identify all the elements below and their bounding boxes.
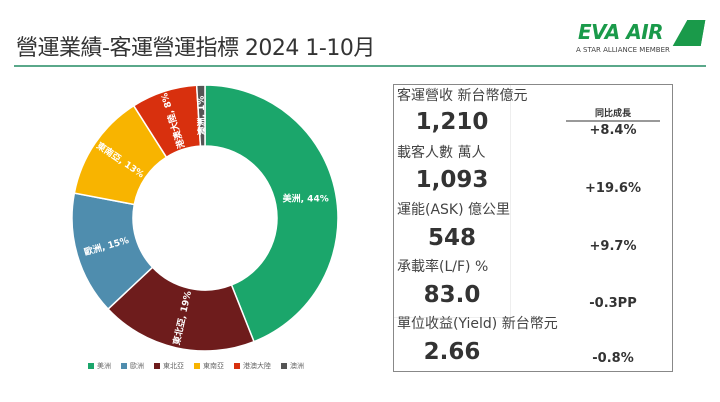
kpi-value: 1,093 bbox=[415, 167, 489, 193]
logo-text: EVA AIR bbox=[578, 20, 664, 44]
legend-swatch bbox=[154, 363, 160, 369]
kpi-label: 運能(ASK) 億公里 bbox=[397, 202, 511, 218]
legend-item: 東北亞 bbox=[154, 361, 184, 371]
legend-item: 港澳大陸 bbox=[234, 361, 271, 371]
yoy-header: 同比成長 bbox=[566, 106, 660, 122]
logo-subtitle: A STAR ALLIANCE MEMBER bbox=[576, 46, 670, 54]
divider bbox=[394, 317, 510, 318]
legend-swatch bbox=[281, 363, 287, 369]
kpi-yoy: +9.7% bbox=[589, 239, 637, 254]
kpi-value: 1,210 bbox=[415, 109, 489, 135]
page-title: 營運業績-客運營運指標 2024 1-10月 bbox=[16, 36, 375, 61]
kpi-value: 548 bbox=[427, 225, 476, 251]
kpi-yoy: +19.6% bbox=[585, 181, 641, 196]
donut-slice-0 bbox=[204, 84, 339, 343]
data-label: 澳洲, 1% bbox=[195, 95, 208, 135]
legend-item: 美洲 bbox=[88, 361, 111, 371]
kpi-panel: 客運營收 新台幣億元 同比成長 1,210 +8.4% 載客人數 萬人 1,09… bbox=[393, 84, 673, 372]
donut-slice-5 bbox=[195, 84, 206, 147]
legend-label: 美洲 bbox=[97, 362, 111, 370]
kpi-label: 載客人數 萬人 bbox=[397, 145, 486, 161]
revenue-label: 客運營收 新台幣億元 bbox=[397, 88, 528, 104]
legend-label: 港澳大陸 bbox=[243, 362, 271, 370]
data-label: 美洲, 44% bbox=[283, 192, 329, 204]
legend-swatch bbox=[194, 363, 200, 369]
legend-label: 歐洲 bbox=[130, 362, 144, 370]
eva-air-logo: EVA AIR A STAR ALLIANCE MEMBER bbox=[570, 12, 710, 62]
kpi-yoy: +8.4% bbox=[589, 123, 637, 138]
legend-swatch bbox=[121, 363, 127, 369]
legend-swatch bbox=[234, 363, 240, 369]
kpi-yoy: -0.3PP bbox=[589, 296, 637, 311]
legend-label: 東南亞 bbox=[203, 362, 224, 370]
chart-legend: 美洲 歐洲 東北亞 東南亞 港澳大陸 澳洲 bbox=[88, 361, 304, 371]
title-divider bbox=[14, 65, 706, 67]
kpi-value: 2.66 bbox=[423, 339, 481, 365]
legend-item: 歐洲 bbox=[121, 361, 144, 371]
kpi-label: 承載率(L/F) % bbox=[397, 259, 489, 275]
kpi-yoy: -0.8% bbox=[592, 351, 634, 366]
legend-item: 澳洲 bbox=[281, 361, 304, 371]
kpi-value: 83.0 bbox=[423, 282, 481, 308]
legend-label: 東北亞 bbox=[163, 362, 184, 370]
legend-item: 東南亞 bbox=[194, 361, 224, 371]
legend-swatch bbox=[88, 363, 94, 369]
divider bbox=[510, 85, 511, 317]
logo-tail-icon bbox=[672, 20, 706, 46]
legend-label: 澳洲 bbox=[290, 362, 304, 370]
donut-chart: 美洲, 44%東北亞, 19%歐洲, 15%東南亞, 13%港澳大陸, 8% 澳洲… bbox=[71, 84, 339, 352]
kpi-label: 單位收益(Yield) 新台幣元 bbox=[397, 316, 558, 332]
